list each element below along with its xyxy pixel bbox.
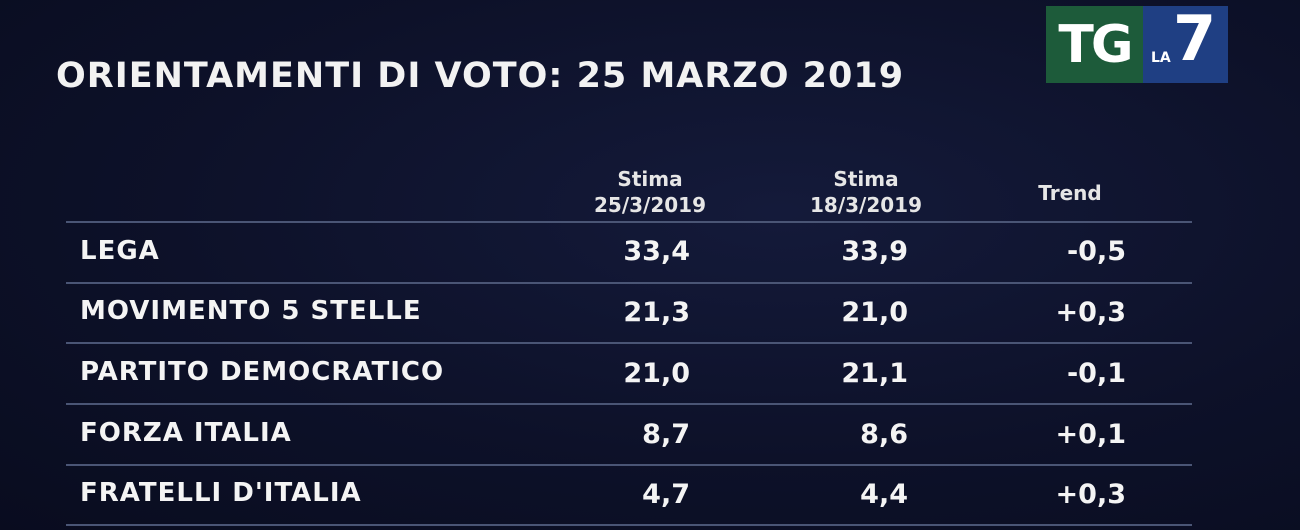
- stima-18-value: 21,1: [841, 358, 908, 389]
- page-title: ORIENTAMENTI DI VOTO: 25 MARZO 2019: [56, 56, 905, 96]
- table-divider: [66, 342, 1192, 344]
- logo-tg-text: TG: [1058, 14, 1133, 75]
- table-divider: [66, 221, 1192, 223]
- logo-la-text: LA: [1151, 50, 1171, 66]
- column-header-line1: Stima: [617, 167, 683, 191]
- party-label: PARTITO DEMOCRATICO: [80, 357, 445, 387]
- stima-25-value: 21,0: [623, 358, 690, 389]
- column-header-line2: 18/3/2019: [809, 193, 923, 217]
- channel-logo: TG LA 7: [1046, 6, 1228, 83]
- table-divider: [66, 403, 1192, 405]
- column-header-line1: Trend: [1038, 181, 1102, 205]
- table-divider: [66, 282, 1192, 284]
- party-label: MOVIMENTO 5 STELLE: [80, 296, 422, 326]
- table-divider: [66, 464, 1192, 466]
- trend-value: -0,1: [1066, 358, 1126, 389]
- logo-tg-block: TG: [1046, 6, 1143, 83]
- stima-18-value: 8,6: [860, 419, 908, 450]
- party-label: FRATELLI D'ITALIA: [80, 478, 362, 508]
- stima-25-value: 8,7: [642, 419, 690, 450]
- stima-18-value: 33,9: [841, 236, 908, 267]
- logo-seven-text: 7: [1173, 2, 1217, 75]
- stima-18-value: 21,0: [841, 297, 908, 328]
- column-header-stima-25: Stima 25/3/2019: [560, 166, 740, 218]
- trend-value: +0,3: [1055, 479, 1126, 510]
- stima-25-value: 4,7: [642, 479, 690, 510]
- stima-25-value: 21,3: [623, 297, 690, 328]
- column-header-line2: 25/3/2019: [593, 193, 707, 217]
- table-divider: [66, 524, 1192, 526]
- column-header-line1: Stima: [833, 167, 899, 191]
- logo-la7-block: LA 7: [1143, 6, 1228, 83]
- party-label: FORZA ITALIA: [80, 418, 292, 448]
- column-header-stima-18: Stima 18/3/2019: [776, 166, 956, 218]
- column-header-trend: Trend: [1010, 180, 1130, 206]
- party-label: LEGA: [80, 236, 160, 266]
- stima-25-value: 33,4: [623, 236, 690, 267]
- trend-value: +0,1: [1055, 419, 1126, 450]
- stima-18-value: 4,4: [860, 479, 908, 510]
- trend-value: -0,5: [1066, 236, 1126, 267]
- trend-value: +0,3: [1055, 297, 1126, 328]
